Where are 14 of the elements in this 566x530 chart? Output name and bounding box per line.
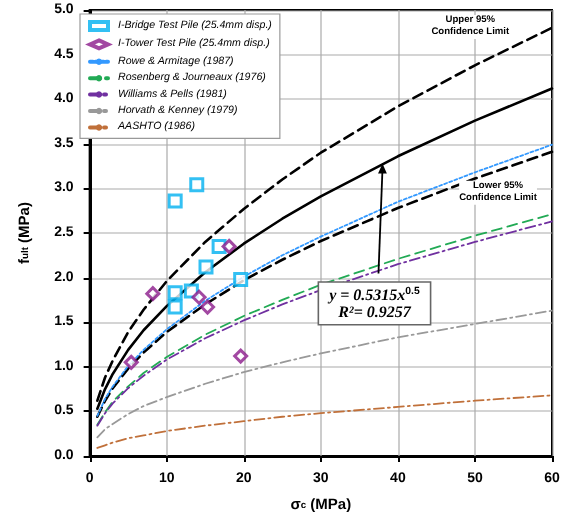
point bbox=[233, 271, 249, 287]
point bbox=[145, 286, 161, 302]
point bbox=[167, 285, 183, 301]
point bbox=[167, 193, 183, 209]
point bbox=[167, 299, 183, 315]
point bbox=[221, 238, 237, 254]
line-series bbox=[96, 394, 553, 449]
point bbox=[189, 177, 205, 193]
point bbox=[198, 259, 214, 275]
point bbox=[123, 354, 139, 370]
point bbox=[191, 289, 207, 305]
line-series bbox=[96, 309, 553, 439]
point bbox=[200, 299, 216, 315]
point bbox=[233, 348, 249, 364]
